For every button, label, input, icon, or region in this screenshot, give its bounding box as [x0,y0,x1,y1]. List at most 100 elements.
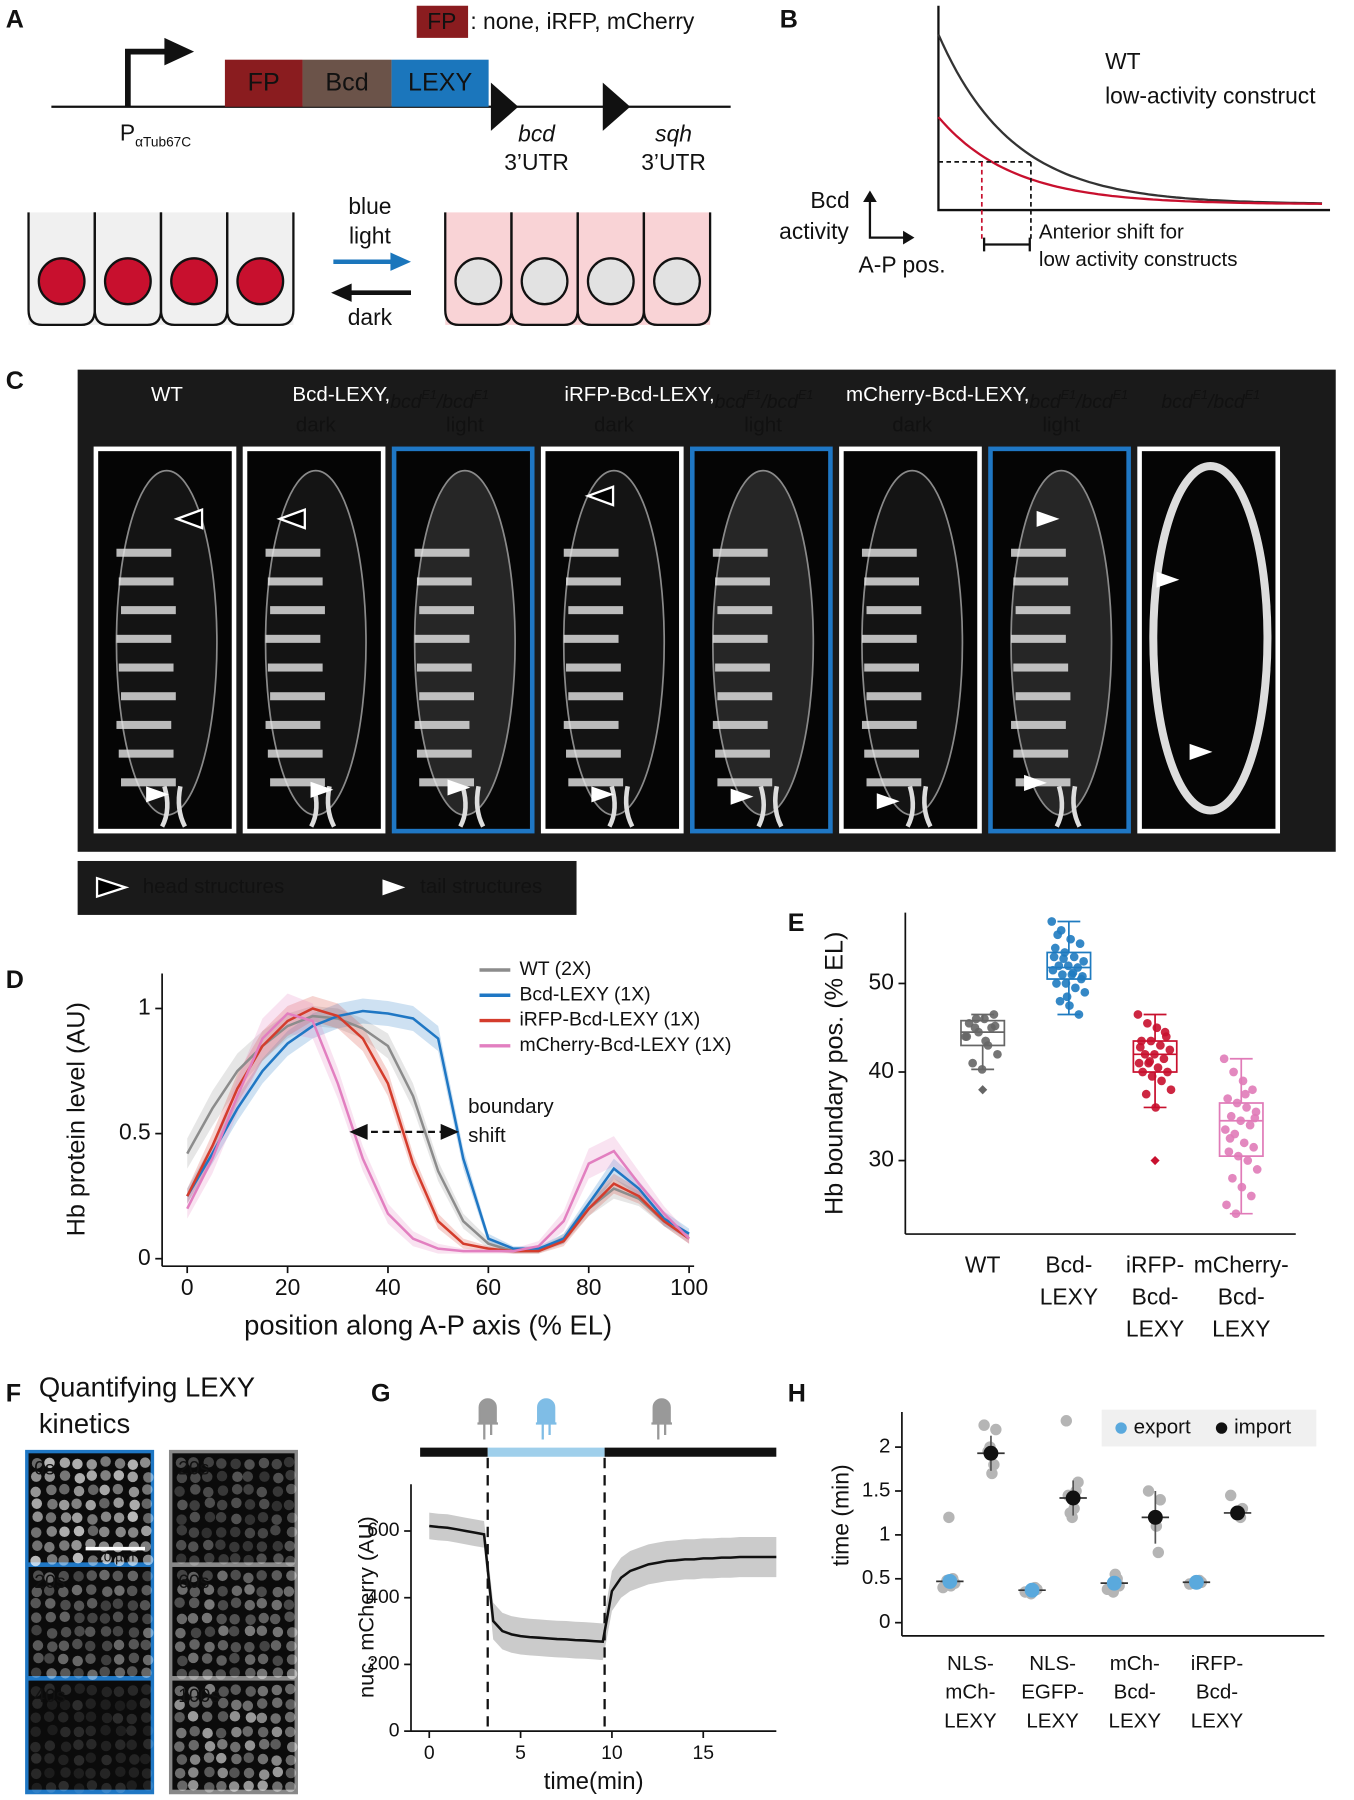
tail-arrowhead [591,786,615,803]
outlier [1150,1155,1160,1166]
nucleus-speckle [204,1782,215,1793]
nucleus-speckle [100,1456,111,1467]
x-tick-label: LEXY [1126,1315,1184,1341]
nucleus-speckle [126,1713,137,1725]
x-tick-label: NLS- [947,1652,994,1675]
nucleus-speckle [60,1512,72,1523]
point [1055,996,1065,1006]
point [1156,1041,1165,1050]
denticle-band [717,606,773,615]
cell-outline [576,212,646,327]
nucleus-speckle [272,1626,284,1638]
denticle-band [416,749,472,758]
denticle-band [419,778,475,787]
group-name: iRFP-Bcd-LEXY, [564,383,714,406]
nucleus-speckle [72,1552,84,1564]
line [186,1012,690,1253]
nucleus-speckle [114,1700,126,1712]
condition-label: light [744,413,782,436]
nucleus-speckle [142,1725,154,1737]
nucleus-speckle [113,1639,125,1651]
arrowhead [440,1123,459,1140]
micrograph [28,1680,151,1790]
denticle-band [265,634,321,643]
nucleus-speckle [245,1614,256,1625]
note: Anterior shift for [1039,220,1184,243]
genotype-sup: E1 [422,388,437,402]
nucleus-speckle [215,1527,227,1538]
nucleus-speckle [258,1457,270,1469]
nucleus-speckle [217,1599,229,1611]
nucleus-speckle [189,1586,201,1598]
denticle-band [715,663,770,672]
y-axis-label: nuc. mCherry (AU) [353,1516,378,1698]
nucleus-speckle [71,1512,83,1524]
denticle-band [866,692,922,701]
tail-arrowhead [1024,774,1047,791]
nucleus-speckle [286,1627,298,1638]
point [1053,930,1062,940]
nucleus-speckle [85,1653,96,1664]
nucleus-speckle [129,1754,140,1765]
nucleus-speckle [85,1499,96,1511]
mean-point [1147,1509,1163,1525]
x-tick-label: mCh- [1110,1652,1160,1675]
y-tick-label: 200 [367,1653,400,1675]
head-arrowhead [173,508,204,530]
nucleus-speckle [127,1666,138,1677]
denticle-band [116,720,172,729]
nucleus-speckle [202,1727,213,1739]
nucleus-speckle [59,1699,71,1711]
nucleus-speckle [60,1667,71,1679]
point [1245,1120,1255,1130]
genotype-text: /bcd [759,391,799,413]
nucleus-speckle [73,1525,85,1537]
line [186,1007,690,1253]
nucleus-speckle [127,1471,138,1483]
x-tick-label: LEXY [1212,1315,1270,1341]
nucleus-speckle [143,1512,154,1524]
nucleus-speckle [115,1752,126,1764]
arrow-label: blue [348,193,391,219]
promoter-label: PαTub67C [120,119,191,149]
nucleus-speckle [271,1726,283,1738]
nucleus-speckle [216,1458,227,1469]
point [1151,1103,1160,1112]
legend-label: export [1134,1415,1191,1438]
point [1058,970,1067,979]
nucleus [586,257,635,306]
point [1074,1010,1084,1019]
nucleus-speckle [175,1457,187,1469]
point [1159,1054,1169,1064]
nucleus-speckle [30,1612,42,1623]
nucleus-speckle [258,1612,269,1624]
promoter-arrowhead [164,37,195,66]
condition-label: dark [296,413,337,436]
point [1157,1076,1166,1086]
nucleus-speckle [112,1598,124,1610]
point [1226,1111,1236,1121]
denticle-band [118,577,174,586]
nucleus-speckle [71,1539,82,1551]
nucleus-speckle [244,1527,256,1539]
nucleus-speckle [201,1711,213,1723]
cell-outline [642,212,712,327]
point [1242,1103,1251,1112]
point [989,1010,999,1019]
point [1165,1045,1175,1055]
nucleus-speckle [216,1613,227,1625]
nucleus-speckle [271,1570,283,1581]
nucleus-speckle [204,1497,216,1509]
axis-label: A-P pos. [859,251,946,277]
nucleus-speckle [285,1469,296,1481]
utr-gene: sqh [655,120,692,146]
nucleus-speckle [286,1640,297,1652]
point [1066,934,1075,944]
nucleus-speckle [45,1611,57,1623]
schematic-curve [937,116,1323,206]
nucleus-speckle [188,1527,200,1538]
point [1219,1054,1229,1064]
point [1223,1094,1233,1103]
nucleus-speckle [140,1639,152,1651]
reverse-arrowhead [331,283,352,302]
